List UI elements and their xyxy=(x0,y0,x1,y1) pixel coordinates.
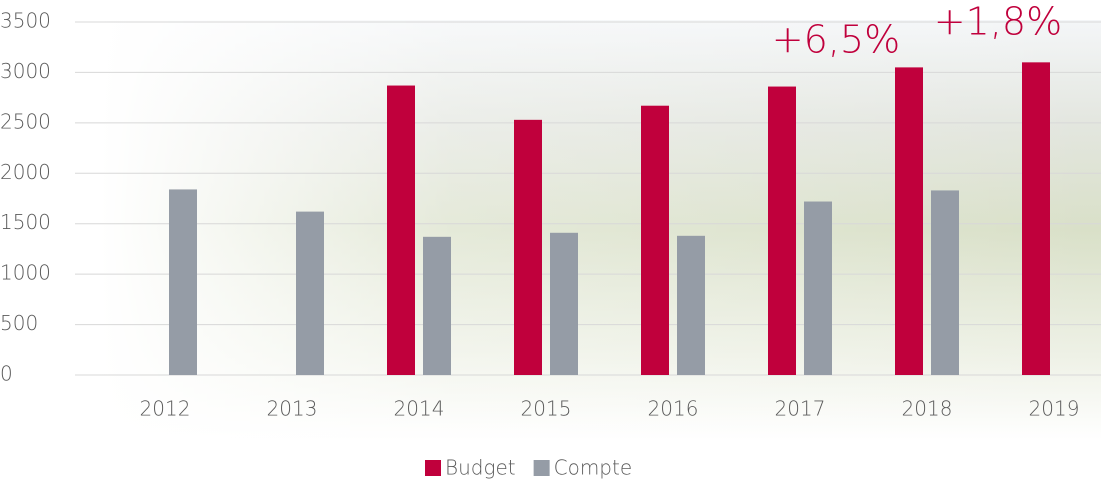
annotation: +6,5% xyxy=(772,18,900,62)
bar xyxy=(169,189,197,375)
bar xyxy=(296,212,324,375)
legend-label: Compte xyxy=(554,456,633,480)
bar xyxy=(423,237,451,375)
y-tick-label: 500 xyxy=(0,311,38,335)
y-tick-label: 1000 xyxy=(0,261,51,285)
x-tick-label: 2019 xyxy=(1029,397,1080,421)
bar xyxy=(768,87,796,375)
y-tick-label: 2000 xyxy=(0,160,51,184)
legend-swatch xyxy=(534,460,550,476)
y-tick-label: 2500 xyxy=(0,109,51,133)
bar xyxy=(895,67,923,375)
bar xyxy=(931,190,959,375)
annotation: +1,8% xyxy=(934,0,1062,44)
bar xyxy=(1022,62,1050,375)
y-tick-label: 3500 xyxy=(0,9,51,33)
y-tick-label: 1500 xyxy=(0,210,51,234)
legend-swatch xyxy=(425,460,441,476)
y-tick-label: 3000 xyxy=(0,59,51,83)
x-tick-label: 2016 xyxy=(648,397,699,421)
bar xyxy=(514,120,542,375)
y-tick-label: 0 xyxy=(0,362,13,386)
bar xyxy=(387,86,415,375)
x-tick-label: 2014 xyxy=(394,397,445,421)
legend-label: Budget xyxy=(445,456,516,480)
chart: 0 500 1000 1500 2000 2500 3000 3500 2012 2013 2014… xyxy=(0,0,1101,485)
x-tick-label: 2012 xyxy=(140,397,191,421)
bar xyxy=(550,233,578,375)
bar xyxy=(641,106,669,375)
x-tick-label: 2015 xyxy=(521,397,572,421)
bar xyxy=(804,202,832,375)
x-tick-label: 2013 xyxy=(267,397,318,421)
x-tick-label: 2018 xyxy=(902,397,953,421)
x-tick-label: 2017 xyxy=(775,397,826,421)
bar xyxy=(677,236,705,375)
